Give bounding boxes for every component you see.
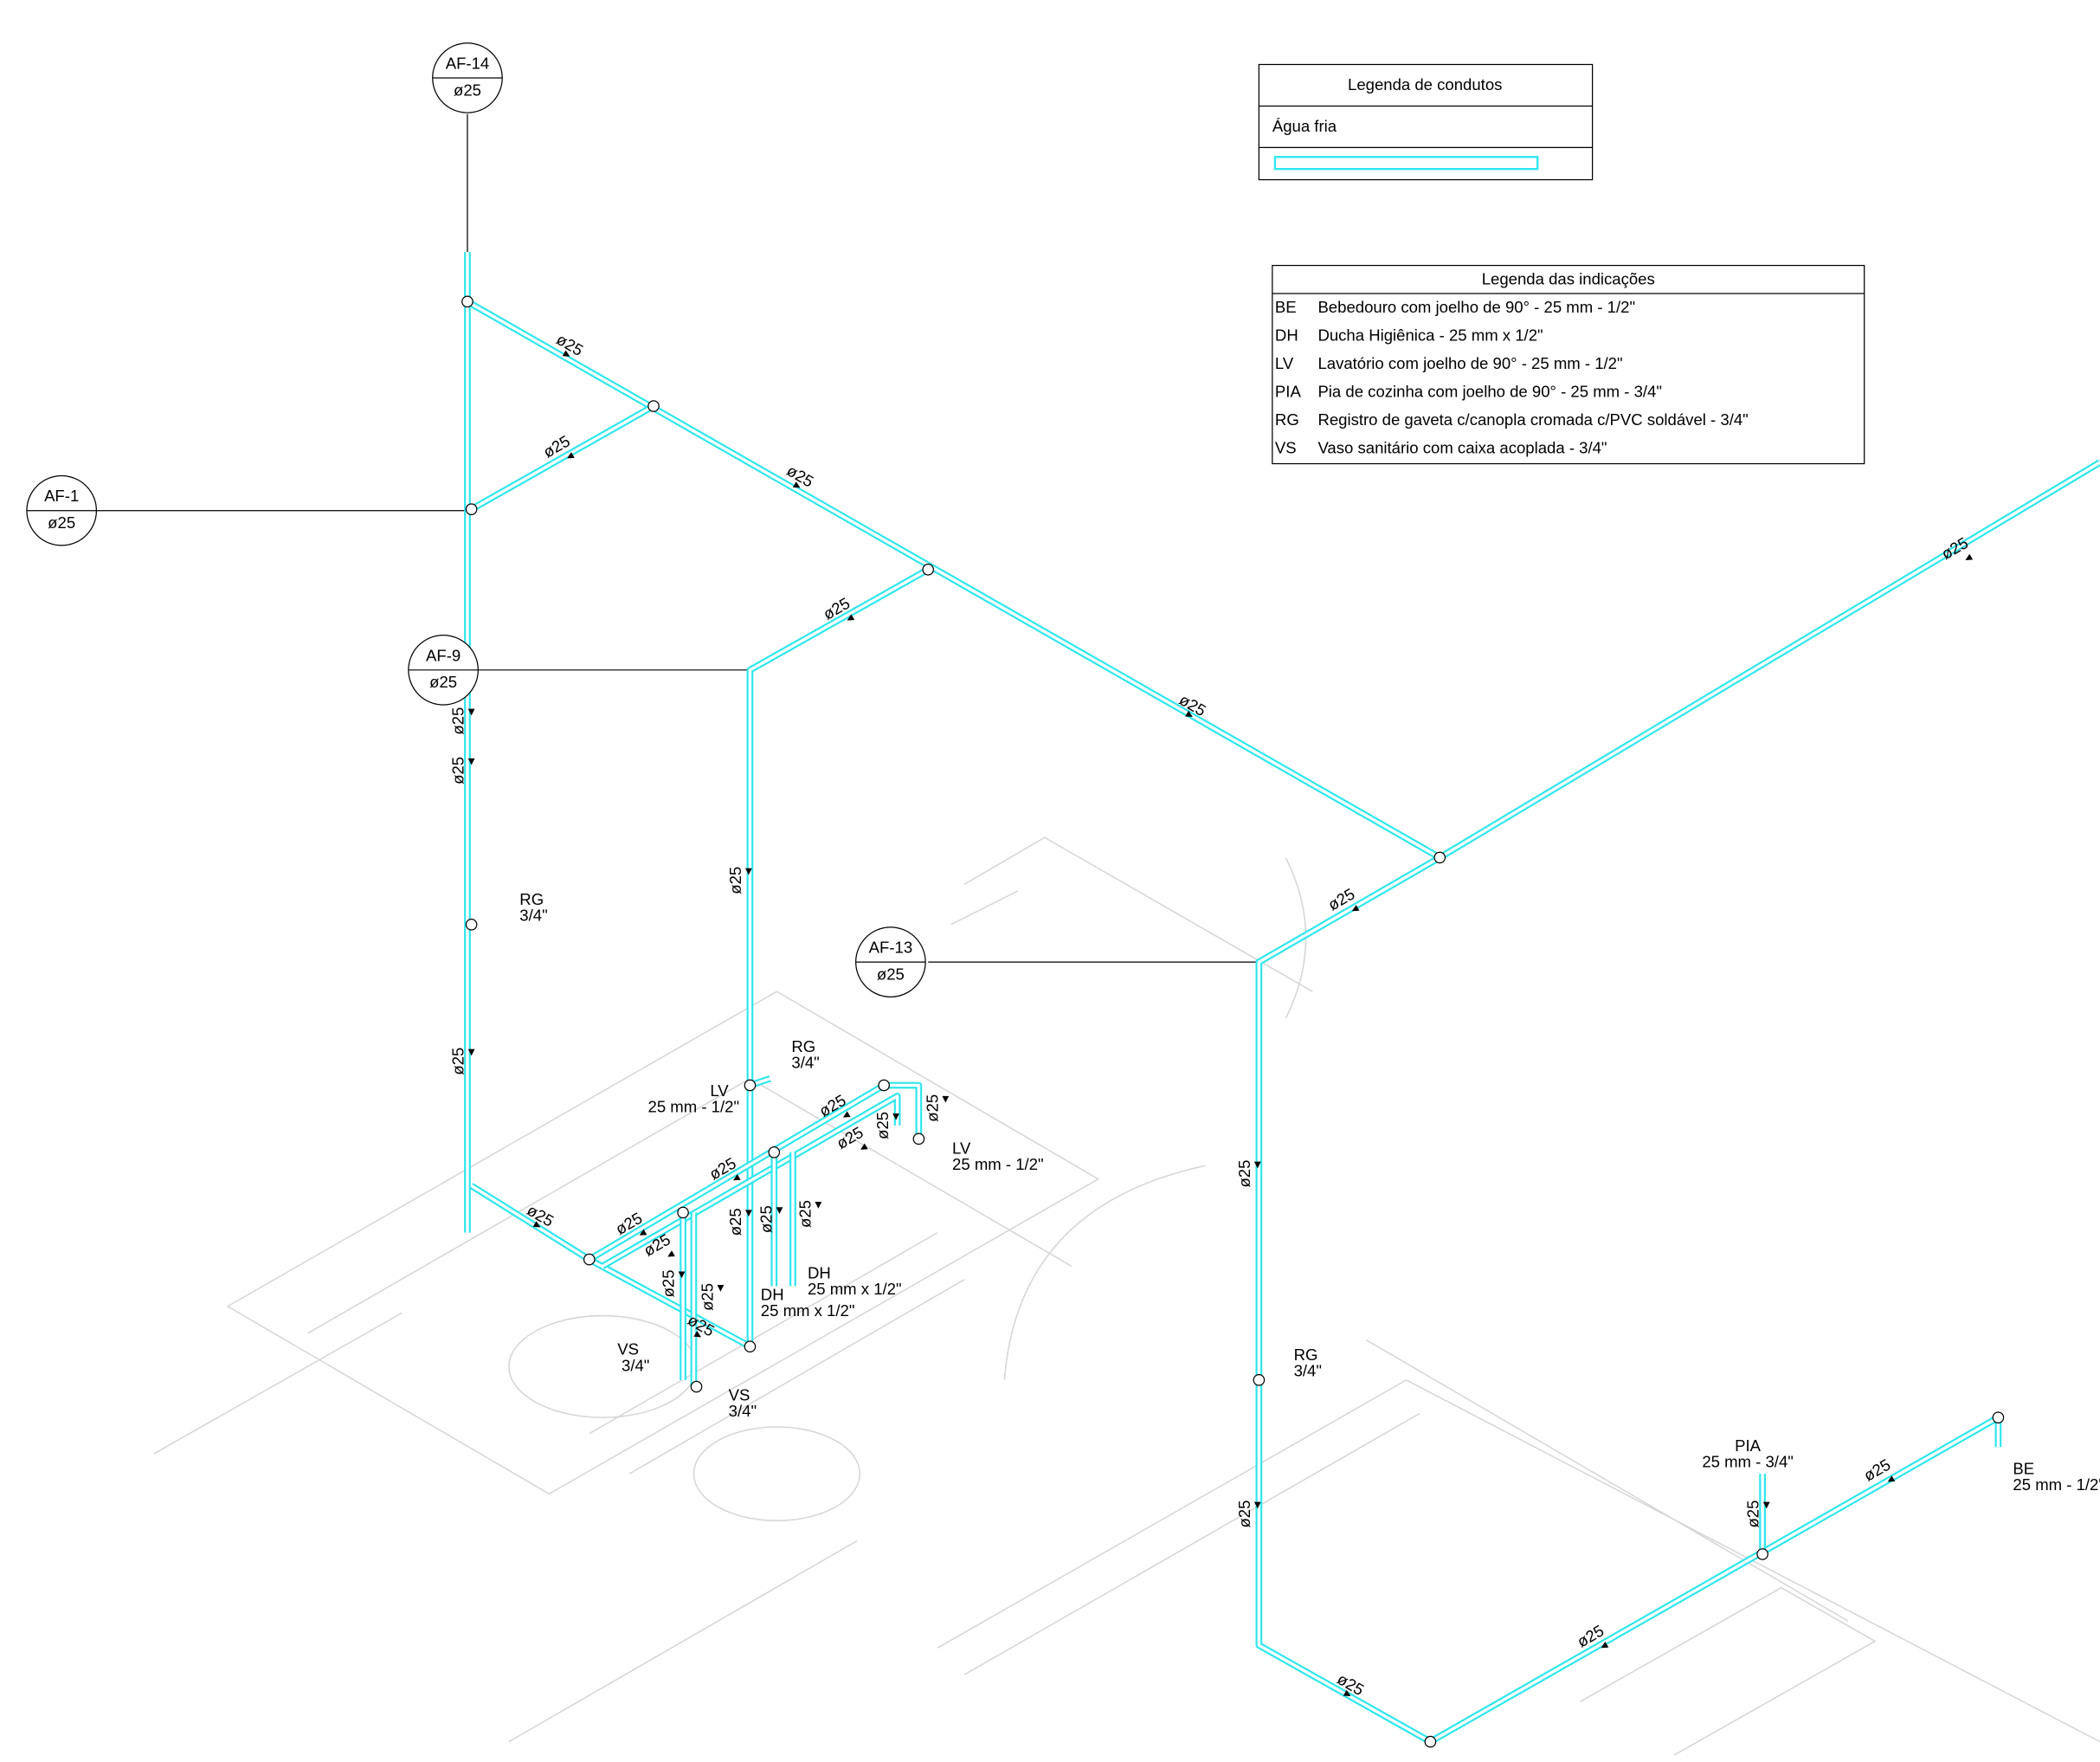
pipe-label: ø25 [706, 1153, 739, 1183]
fixture-size: 25 mm x 1/2" [761, 1301, 855, 1320]
tag-id: AF-9 [426, 646, 461, 664]
fitting [691, 1381, 701, 1391]
fixture-size: 3/4" [622, 1356, 649, 1374]
fixture-size: 25 mm - 1/2" [2013, 1475, 2100, 1494]
legend-title: Legenda de condutos [1348, 75, 1502, 94]
fixture-size: 3/4" [519, 906, 547, 924]
pipe-label: ø25 [449, 707, 467, 735]
fitting [678, 1207, 688, 1217]
legend-code: RG [1275, 410, 1299, 429]
legend-desc: Bebedouro com joelho de 90° - 25 mm - 1/… [1317, 298, 1635, 316]
fitting [466, 920, 476, 930]
pipe-label: ø25 [1235, 1501, 1253, 1528]
tag-id: AF-1 [44, 487, 79, 505]
fitting [1425, 1736, 1435, 1746]
flow-arrow [666, 1250, 675, 1260]
pipe-label: ø25 [1235, 1160, 1253, 1188]
tag-id: AF-13 [869, 939, 913, 957]
pipe-label: ø25 [1744, 1501, 1762, 1528]
fixture-size: 25 mm x 1/2" [808, 1280, 902, 1298]
conduit-legend: Legenda de condutos Água fria [1259, 64, 1592, 179]
floor-plan [154, 837, 2100, 1755]
pipe-label: ø25 [757, 1205, 775, 1233]
pipe-label: ø25 [524, 1201, 557, 1230]
tag-diameter: ø25 [454, 81, 481, 99]
legend-title: Legenda das indicações [1482, 269, 1655, 287]
legend-desc: Registro de gaveta c/canopla cromada c/P… [1317, 410, 1748, 429]
legend-desc: Ducha Higiênica - 25 mm x 1/2" [1317, 326, 1543, 344]
legend-code: BE [1275, 298, 1297, 316]
flow-arrow [718, 1285, 725, 1292]
flow-arrow [1964, 554, 1974, 564]
pipe-label: ø25 [815, 1091, 848, 1120]
fitting [1757, 1549, 1768, 1559]
fixture-size: 25 mm - 1/2" [648, 1098, 740, 1116]
pipe-label: ø25 [726, 1208, 744, 1236]
pipe-label: ø25 [698, 1283, 716, 1311]
drawing: Legenda de condutos Água fria Legenda da… [0, 0, 2100, 1762]
tag-id: AF-14 [446, 54, 490, 72]
legend-desc: Vaso sanitário com caixa acoplada - 3/4" [1317, 438, 1607, 456]
pipe-label: ø25 [612, 1209, 645, 1238]
pipe-core [472, 406, 654, 509]
indication-legend: Legenda das indicações BE Bebedouro com j… [1272, 266, 1865, 464]
fixture-size: 25 mm - 3/4" [1702, 1453, 1794, 1471]
fitting [879, 1080, 889, 1090]
flow-arrow [815, 1202, 821, 1209]
fixture-size: 3/4" [729, 1402, 757, 1420]
legend-desc: Lavatório com joelho de 90° - 25 mm - 1/… [1317, 354, 1622, 372]
fixture-size: 3/4" [1294, 1361, 1322, 1379]
fitting [744, 1341, 755, 1352]
pipe-label: ø25 [873, 1112, 892, 1139]
fitting [584, 1254, 595, 1264]
pipe-core [1259, 462, 2100, 1742]
pipe-label: ø25 [923, 1094, 941, 1122]
leaders [93, 114, 1259, 962]
pipe-label: ø25 [449, 757, 467, 784]
tag-diameter: ø25 [877, 965, 905, 983]
fitting [648, 401, 659, 411]
fitting [1253, 1375, 1264, 1385]
flow-arrow [942, 1096, 949, 1103]
pipes [462, 252, 2100, 1747]
fitting [1993, 1412, 2003, 1423]
fitting [923, 565, 933, 575]
pipe-label: ø25 [660, 1269, 678, 1297]
pipe-label: ø25 [1176, 690, 1209, 720]
fitting [744, 1080, 755, 1090]
pipe-label: ø25 [449, 1048, 467, 1075]
pipe-label: ø25 [796, 1200, 814, 1228]
legend-code: PIA [1275, 382, 1302, 400]
legend-item: Água fria [1272, 117, 1337, 135]
fitting [462, 296, 473, 307]
fitting [913, 1133, 924, 1144]
fixture-size: 25 mm - 1/2" [952, 1155, 1044, 1173]
pipe [1259, 462, 2100, 1742]
legend-code: LV [1275, 354, 1294, 372]
pipe-label: ø25 [820, 594, 853, 623]
legend-code: VS [1275, 438, 1297, 456]
fitting [769, 1147, 779, 1158]
legend-code: DH [1275, 326, 1298, 344]
tag-diameter: ø25 [48, 513, 75, 532]
tag-diameter: ø25 [429, 673, 457, 691]
fitting [1434, 852, 1445, 862]
fixture-size: 3/4" [791, 1054, 819, 1072]
pipe-label: ø25 [726, 867, 744, 894]
legend-desc: Pia de cozinha com joelho de 90° - 25 mm… [1317, 382, 1662, 400]
fitting [466, 504, 476, 514]
pipe-label: ø25 [1334, 1669, 1367, 1699]
